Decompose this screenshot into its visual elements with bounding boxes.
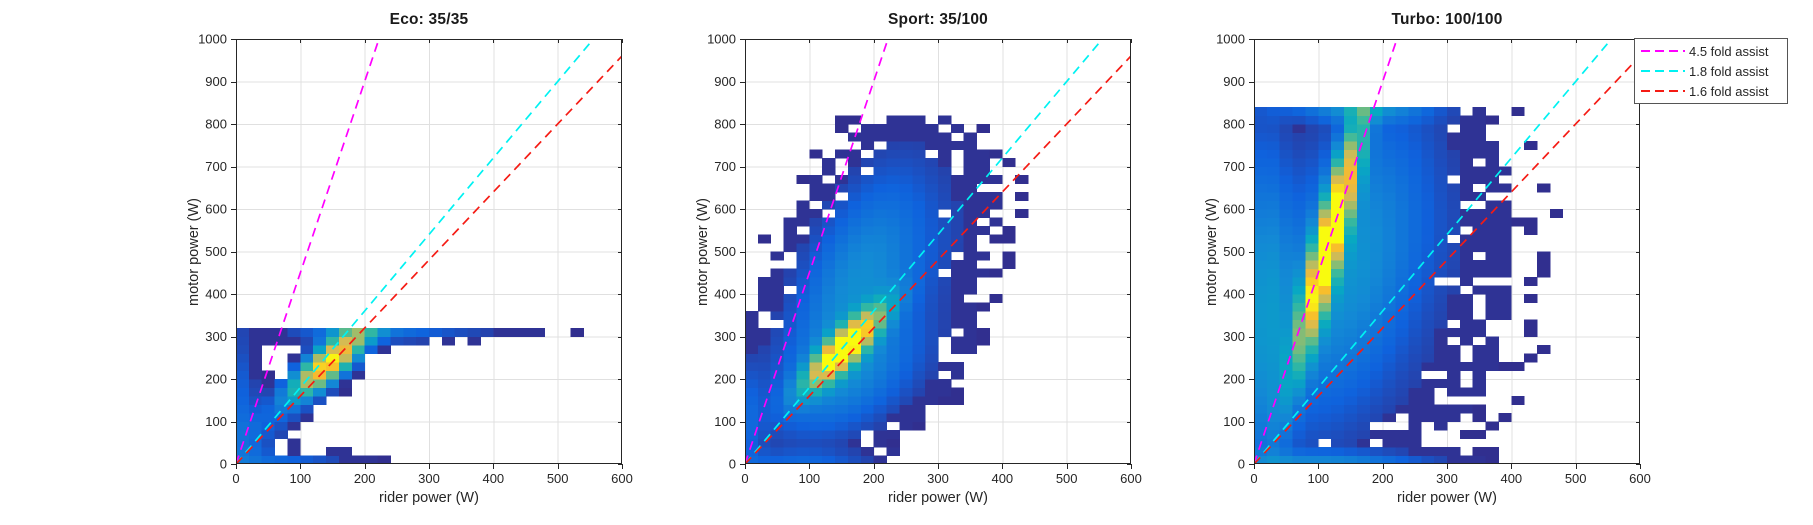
- svg-text:600: 600: [1223, 202, 1245, 217]
- svg-text:500: 500: [205, 244, 227, 259]
- svg-text:0: 0: [729, 457, 736, 472]
- svg-text:300: 300: [714, 329, 736, 344]
- svg-text:500: 500: [1565, 471, 1587, 486]
- svg-text:900: 900: [714, 74, 736, 89]
- svg-text:0: 0: [232, 471, 239, 486]
- svg-text:500: 500: [1056, 471, 1078, 486]
- legend-entry-1-8-fold: 1.8 fold assist: [1635, 61, 1787, 81]
- svg-text:300: 300: [205, 329, 227, 344]
- svg-text:300: 300: [1436, 471, 1458, 486]
- svg-text:100: 100: [289, 471, 311, 486]
- svg-text:1000: 1000: [198, 32, 227, 47]
- svg-text:400: 400: [482, 471, 504, 486]
- svg-text:800: 800: [1223, 117, 1245, 132]
- svg-text:900: 900: [1223, 74, 1245, 89]
- svg-text:600: 600: [1120, 471, 1142, 486]
- svg-text:1000: 1000: [707, 32, 736, 47]
- plot-title-eco: Eco: 35/35: [389, 11, 469, 28]
- legend-entry-4-5-fold: 4.5 fold assist: [1635, 41, 1787, 61]
- svg-text:700: 700: [714, 159, 736, 174]
- svg-text:500: 500: [714, 244, 736, 259]
- svg-text:0: 0: [1238, 457, 1245, 472]
- x-axis-label-sport: rider power (W): [888, 490, 988, 506]
- legend-line-1-8-fold-icon: [1641, 70, 1685, 72]
- svg-text:400: 400: [1223, 287, 1245, 302]
- plot-title-sport: Sport: 35/100: [888, 11, 988, 28]
- svg-text:900: 900: [205, 74, 227, 89]
- svg-text:200: 200: [205, 372, 227, 387]
- svg-text:500: 500: [547, 471, 569, 486]
- y-axis-label-turbo: motor power (W): [1204, 198, 1220, 306]
- svg-text:700: 700: [1223, 159, 1245, 174]
- svg-text:100: 100: [798, 471, 820, 486]
- legend-entry-1-6-fold: 1.6 fold assist: [1635, 81, 1787, 101]
- svg-text:0: 0: [1250, 471, 1257, 486]
- svg-text:600: 600: [611, 471, 633, 486]
- x-axis-label-eco: rider power (W): [379, 490, 479, 506]
- svg-text:100: 100: [1307, 471, 1329, 486]
- svg-text:100: 100: [205, 414, 227, 429]
- svg-text:100: 100: [1223, 414, 1245, 429]
- plot-area-turbo: 0 100 200 300 400 500 600 0 100 200 300 400 500 600 70…: [1216, 32, 1651, 487]
- y-axis-label-eco: motor power (W): [186, 198, 202, 306]
- plot-area-sport: 0 100 200 300 400 500 600 0 100 200 300 400 500 600 70…: [707, 32, 1142, 487]
- plot-area-eco: 0 100 200 300 400 500 600 0 100 200 300 400 500 600 70…: [198, 32, 633, 487]
- legend-box: 4.5 fold assist 1.8 fold assist 1.6 fold…: [1634, 38, 1788, 104]
- plot-title-turbo: Turbo: 100/100: [1391, 11, 1503, 28]
- y-axis-label-sport: motor power (W): [695, 198, 711, 306]
- svg-text:0: 0: [220, 457, 227, 472]
- legend-label-1-8-fold: 1.8 fold assist: [1689, 63, 1769, 79]
- svg-text:600: 600: [714, 202, 736, 217]
- svg-text:200: 200: [1372, 471, 1394, 486]
- svg-text:200: 200: [714, 372, 736, 387]
- legend-label-4-5-fold: 4.5 fold assist: [1689, 43, 1769, 59]
- svg-text:800: 800: [714, 117, 736, 132]
- svg-text:0: 0: [741, 471, 748, 486]
- svg-text:200: 200: [354, 471, 376, 486]
- svg-text:200: 200: [863, 471, 885, 486]
- svg-text:600: 600: [1629, 471, 1651, 486]
- svg-text:700: 700: [205, 159, 227, 174]
- x-axis-label-turbo: rider power (W): [1397, 490, 1497, 506]
- legend-label-1-6-fold: 1.6 fold assist: [1689, 83, 1769, 99]
- svg-text:300: 300: [418, 471, 440, 486]
- svg-text:400: 400: [1500, 471, 1522, 486]
- svg-text:100: 100: [714, 414, 736, 429]
- svg-text:800: 800: [205, 117, 227, 132]
- svg-text:200: 200: [1223, 372, 1245, 387]
- svg-text:500: 500: [1223, 244, 1245, 259]
- legend-line-1-6-fold-icon: [1641, 90, 1685, 92]
- svg-text:1000: 1000: [1216, 32, 1245, 47]
- legend-line-4-5-fold-icon: [1641, 50, 1685, 52]
- svg-text:300: 300: [927, 471, 949, 486]
- svg-text:300: 300: [1223, 329, 1245, 344]
- svg-text:400: 400: [205, 287, 227, 302]
- svg-text:400: 400: [991, 471, 1013, 486]
- svg-text:600: 600: [205, 202, 227, 217]
- svg-text:400: 400: [714, 287, 736, 302]
